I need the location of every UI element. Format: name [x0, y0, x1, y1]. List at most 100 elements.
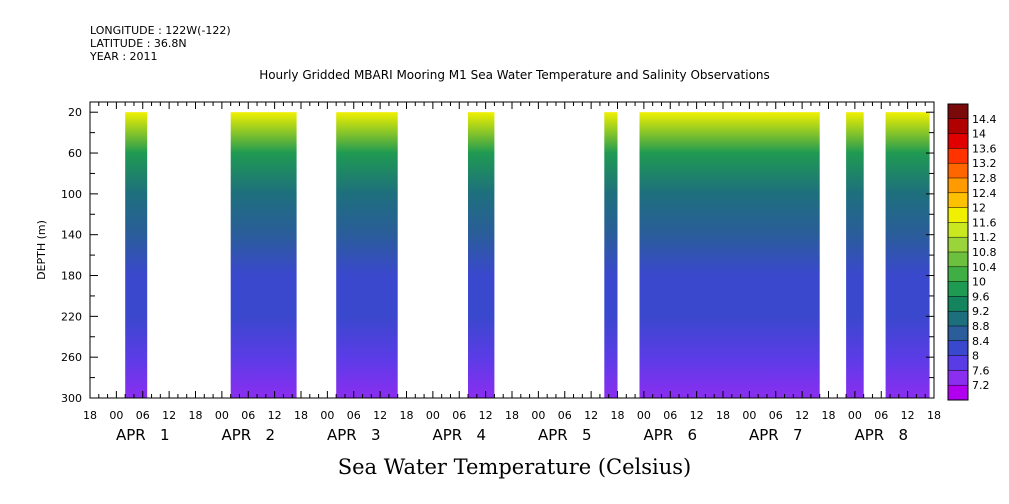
x-hour-label: 06: [874, 409, 888, 422]
colorbar-label: 10.8: [972, 246, 997, 259]
x-hour-label: 00: [848, 409, 862, 422]
colorbar-label: 8.4: [972, 335, 990, 348]
colorbar-swatch: [948, 163, 968, 179]
colorbar-swatch: [948, 385, 968, 401]
colorbar-label: 13.6: [972, 142, 997, 155]
year-label: YEAR : 2011: [90, 50, 158, 63]
x-hour-label: 06: [769, 409, 783, 422]
y-axis-label: DEPTH (m): [35, 220, 48, 280]
longitude-label: LONGITUDE : 122W(-122): [90, 24, 231, 37]
data-segment: [846, 112, 864, 398]
colorbar-label: 12: [972, 202, 986, 215]
data-segment: [125, 112, 148, 398]
colorbar-label: 14: [972, 128, 986, 141]
x-day-label: APR 2: [221, 426, 275, 444]
y-tick-label: 20: [68, 106, 82, 119]
x-hour-label: 18: [505, 409, 519, 422]
x-hour-label: 12: [162, 409, 176, 422]
x-hour-label: 12: [479, 409, 493, 422]
colorbar-swatch: [948, 370, 968, 386]
colorbar-swatch: [948, 133, 968, 149]
colorbar-swatch: [948, 148, 968, 164]
colorbar-label: 12.8: [972, 172, 997, 185]
footer-variable-label: Sea Water Temperature (Celsius): [337, 455, 692, 479]
x-hour-label: 12: [373, 409, 387, 422]
x-hour-label: 00: [531, 409, 545, 422]
colorbar-label: 10: [972, 276, 986, 289]
x-hour-label: 12: [268, 409, 282, 422]
chart-title: Hourly Gridded MBARI Mooring M1 Sea Wate…: [259, 68, 770, 82]
y-tick-label: 220: [61, 310, 82, 323]
y-tick-label: 260: [61, 351, 82, 364]
colorbar-swatch: [948, 104, 968, 120]
colorbar-label: 11.6: [972, 216, 997, 229]
y-tick-label: 60: [68, 147, 82, 160]
x-hour-label: 18: [294, 409, 308, 422]
x-hour-label: 00: [426, 409, 440, 422]
x-hour-label: 18: [822, 409, 836, 422]
colorbar-label: 9.6: [972, 290, 990, 303]
data-segment: [639, 112, 820, 398]
x-hour-label: 06: [136, 409, 150, 422]
colorbar-label: 8: [972, 350, 979, 363]
x-hour-label: 12: [901, 409, 915, 422]
data-segments: [125, 112, 930, 398]
x-day-label: APR 6: [643, 426, 697, 444]
x-hour-label: 06: [241, 409, 255, 422]
y-axis: 20 60 100 140 180 220 260 300: [61, 106, 934, 405]
x-axis: 18 00 06 12 18 00 06 12 18 00 06 12 18 00 06 12 18 00 06 12…: [83, 102, 941, 444]
colorbar-swatch: [948, 296, 968, 312]
x-hour-label: 00: [320, 409, 334, 422]
colorbar-swatch: [948, 207, 968, 223]
colorbar-swatch: [948, 326, 968, 342]
colorbar-swatch: [948, 311, 968, 327]
x-hour-label: 18: [83, 409, 97, 422]
colorbar-swatch: [948, 266, 968, 282]
x-hour-label: 00: [742, 409, 756, 422]
x-day-label: APR 1: [116, 426, 170, 444]
y-tick-label: 140: [61, 229, 82, 242]
x-hour-label: 06: [558, 409, 572, 422]
x-hour-label: 12: [690, 409, 704, 422]
colorbar-swatch: [948, 340, 968, 356]
header-meta: LONGITUDE : 122W(-122) LATITUDE : 36.8N …: [90, 24, 231, 63]
x-day-label: APR 3: [327, 426, 381, 444]
colorbar-swatch: [948, 118, 968, 134]
latitude-label: LATITUDE : 36.8N: [90, 37, 187, 50]
colorbar-swatch: [948, 237, 968, 253]
colorbar-label: 10.4: [972, 261, 997, 274]
data-segment: [604, 112, 618, 398]
x-hour-label: 06: [347, 409, 361, 422]
x-hour-label: 18: [927, 409, 941, 422]
data-segment: [885, 112, 930, 398]
x-hour-label: 18: [400, 409, 414, 422]
x-hour-label: 00: [637, 409, 651, 422]
y-tick-label: 180: [61, 270, 82, 283]
y-tick-label: 300: [61, 392, 82, 405]
colorbar-label: 7.6: [972, 364, 990, 377]
colorbar-label: 8.8: [972, 320, 990, 333]
x-hour-label: 12: [584, 409, 598, 422]
x-day-label: APR 7: [749, 426, 803, 444]
colorbar-swatch: [948, 192, 968, 208]
y-tick-label: 100: [61, 188, 82, 201]
colorbar-swatch: [948, 222, 968, 238]
colorbar-label: 11.2: [972, 231, 997, 244]
x-hour-label: 00: [215, 409, 229, 422]
colorbar-swatch: [948, 178, 968, 194]
data-segment: [468, 112, 495, 398]
x-day-label: APR 5: [538, 426, 592, 444]
colorbar-label: 7.2: [972, 379, 990, 392]
colorbar-label: 9.2: [972, 305, 990, 318]
data-segment: [230, 112, 297, 398]
x-hour-label: 18: [611, 409, 625, 422]
colorbar-swatch: [948, 355, 968, 371]
x-hour-label: 12: [795, 409, 809, 422]
colorbar-swatch: [948, 281, 968, 297]
x-day-label: APR 8: [854, 426, 908, 444]
data-segment: [336, 112, 398, 398]
x-day-label: APR 4: [432, 426, 486, 444]
x-hour-label: 18: [189, 409, 203, 422]
